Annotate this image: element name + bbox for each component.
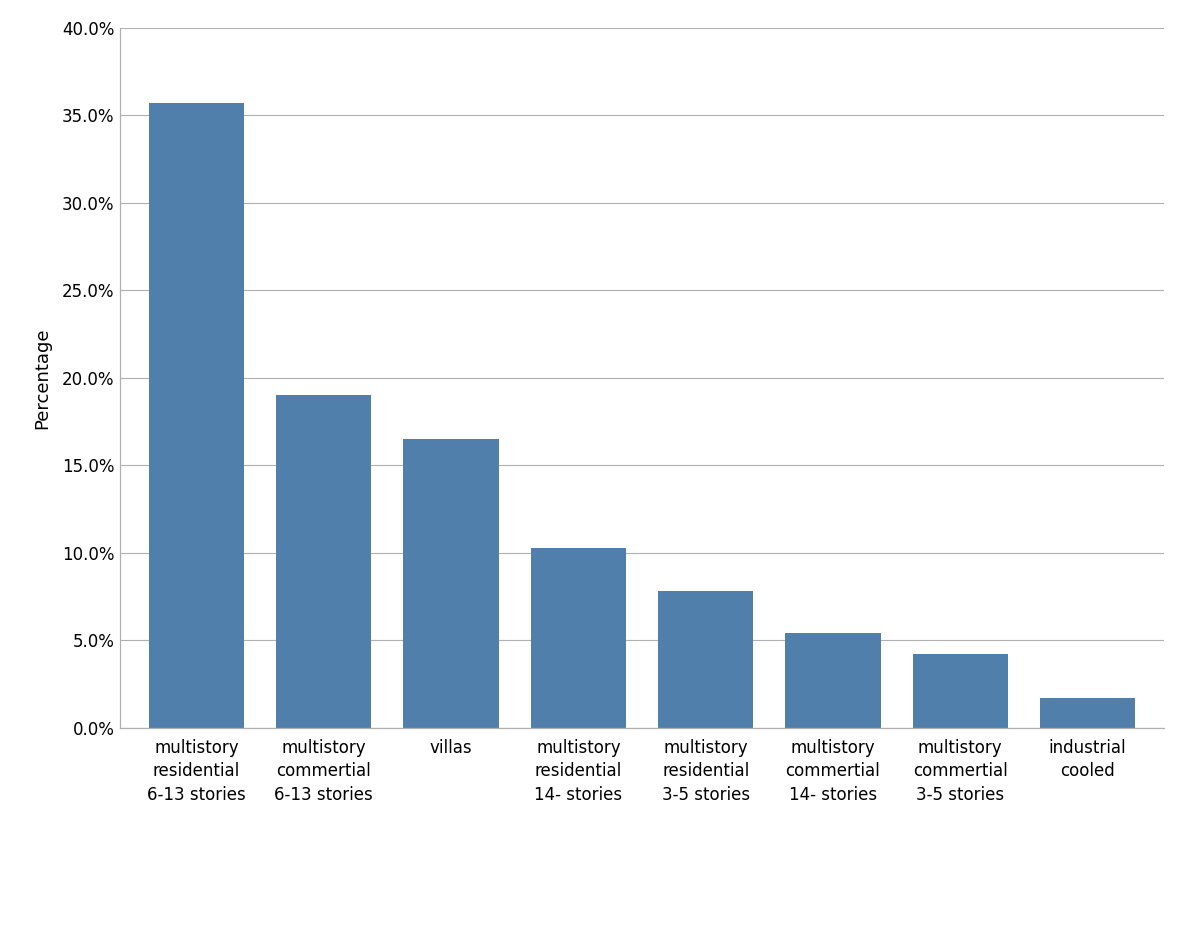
Bar xyxy=(276,396,372,728)
Bar xyxy=(1040,698,1135,728)
Bar xyxy=(530,548,626,728)
Bar xyxy=(403,439,499,728)
Bar xyxy=(912,654,1008,728)
Bar xyxy=(658,592,754,728)
Bar xyxy=(149,104,244,728)
Bar xyxy=(785,634,881,728)
Y-axis label: Percentage: Percentage xyxy=(32,327,50,428)
